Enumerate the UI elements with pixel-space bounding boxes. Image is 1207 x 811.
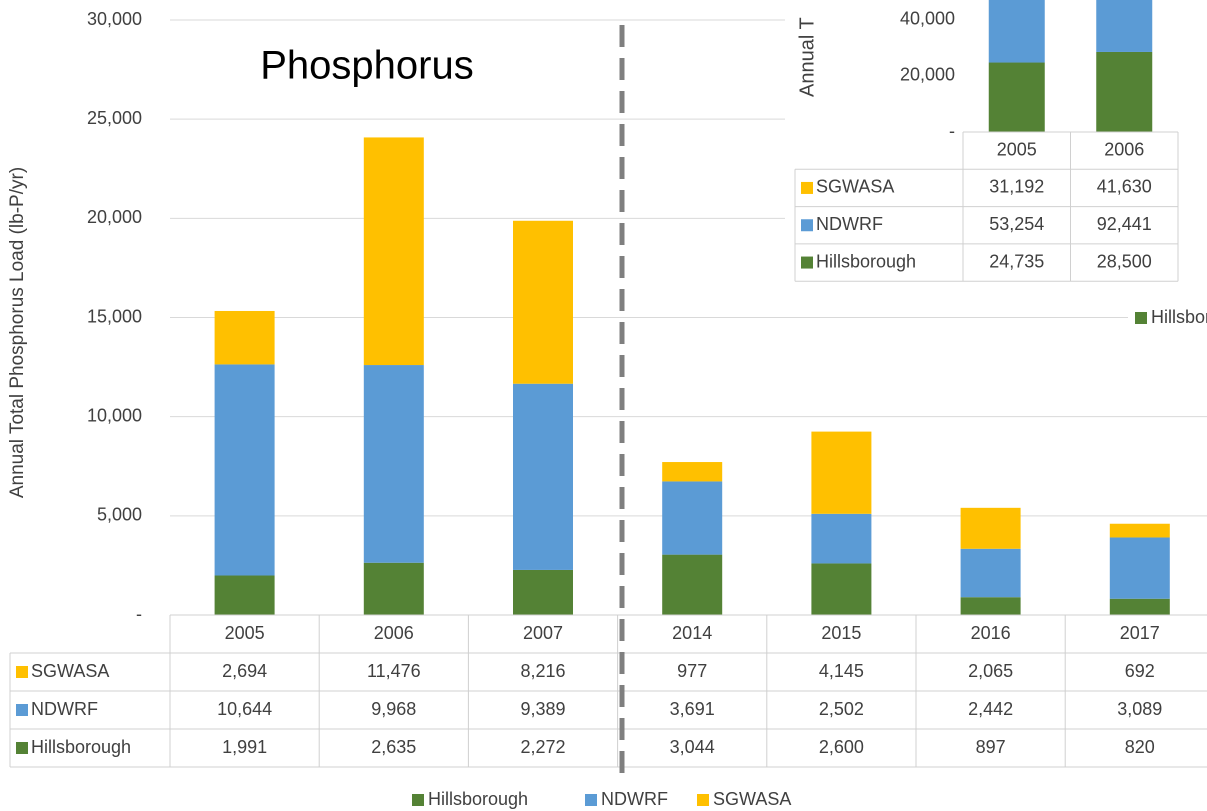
table-row-label: Hillsborough	[31, 737, 131, 757]
legend-key	[697, 794, 709, 806]
table-row-label: NDWRF	[31, 699, 98, 719]
table-value: 2,442	[968, 699, 1013, 719]
table-value: 1,991	[222, 737, 267, 757]
x-tick-label: 2007	[523, 623, 563, 643]
x-tick-label: 2005	[225, 623, 265, 643]
y-tick-label: 10,000	[87, 405, 142, 425]
table-row-label: Hillsborough	[816, 251, 916, 271]
y-tick-label: 40,000	[900, 8, 955, 28]
table-row-label: NDWRF	[816, 214, 883, 234]
bar-segment	[1109, 523, 1170, 538]
bar-segment	[960, 597, 1021, 615]
x-tick-label: 2005	[997, 139, 1037, 159]
x-tick-label: 2017	[1120, 623, 1160, 643]
bar-segment	[662, 481, 723, 555]
table-value: 24,735	[989, 251, 1044, 271]
table-key	[16, 704, 28, 716]
legend-key	[1135, 312, 1147, 324]
table-key	[16, 742, 28, 754]
legend-label: Hillsborough	[1151, 307, 1207, 327]
y-tick-label: 20,000	[87, 207, 142, 227]
table-value: 9,968	[371, 699, 416, 719]
legend-key	[585, 794, 597, 806]
bar-segment	[811, 431, 872, 514]
y-axis-label: Annual Total Phosphorus Load (lb-P/yr)	[7, 167, 28, 498]
table-value: 11,476	[367, 661, 421, 681]
table-value: 2,502	[819, 699, 864, 719]
table-value: 2,600	[819, 737, 864, 757]
bar-segment	[513, 220, 573, 384]
table-value: 3,089	[1117, 699, 1162, 719]
y-tick-label: 30,000	[87, 9, 142, 29]
bar-segment	[1096, 0, 1153, 52]
table-key	[801, 219, 813, 232]
chart-title: Phosphorus	[260, 44, 473, 88]
legend-key	[412, 794, 424, 806]
bar-segment	[214, 364, 275, 576]
inset-chart: - 20,000 40,000 2005 2006 SGWASA 31,192 41,630 N…	[794, 0, 1207, 327]
table-value: 92,441	[1097, 214, 1152, 234]
legend-label: NDWRF	[601, 789, 668, 809]
bar-segment	[363, 562, 424, 615]
bar-segment	[960, 507, 1021, 549]
table-value: 10,644	[217, 699, 272, 719]
table-value: 41,630	[1097, 177, 1152, 197]
table-value: 2,065	[968, 661, 1013, 681]
table-value: 3,691	[670, 699, 715, 719]
bar-segment	[1109, 598, 1170, 615]
table-value: 8,216	[520, 661, 565, 681]
table-key	[801, 181, 813, 194]
table-value: 2,694	[222, 661, 267, 681]
table-value: 9,389	[520, 699, 565, 719]
x-tick-label: 2006	[374, 623, 414, 643]
legend-label: Hillsborough	[428, 789, 528, 809]
legend-label: SGWASA	[713, 789, 791, 809]
y-tick-label: 5,000	[97, 505, 142, 525]
table-row-label: SGWASA	[816, 177, 894, 197]
table-value: 977	[677, 661, 707, 681]
bar-segment	[513, 569, 573, 615]
x-tick-label: 2014	[672, 623, 712, 643]
bar-segment	[214, 310, 275, 365]
table-value: 820	[1125, 737, 1155, 757]
y-tick-label: 20,000	[900, 65, 955, 85]
table-value: 692	[1125, 661, 1155, 681]
table-key	[801, 256, 813, 269]
bar-segment	[811, 563, 872, 615]
table-value: 28,500	[1097, 251, 1152, 271]
bar-segment	[960, 548, 1021, 598]
bar-segment	[662, 462, 723, 482]
x-tick-label: 2015	[821, 623, 861, 643]
bar-segment	[811, 513, 872, 564]
table-key	[16, 666, 28, 678]
table-value: 2,635	[371, 737, 416, 757]
table-row-label: SGWASA	[31, 661, 109, 681]
bar-segment	[988, 62, 1045, 132]
y-tick-label: -	[949, 121, 955, 141]
y-axis-label: Annual T	[796, 17, 818, 97]
table-value: 2,272	[520, 737, 565, 757]
x-tick-label: 2016	[971, 623, 1011, 643]
table-value: 3,044	[670, 737, 715, 757]
y-tick-label: 15,000	[87, 306, 142, 326]
bar-segment	[363, 365, 424, 563]
x-tick-label: 2006	[1104, 139, 1144, 159]
main-chart: - 5,000 10,000 15,000 20,000 25,000 30,000 2005…	[7, 9, 1207, 809]
bar-segment	[1096, 51, 1153, 133]
y-tick-label: 25,000	[87, 108, 142, 128]
bar-segment	[662, 554, 723, 615]
bar-segment	[363, 137, 424, 366]
table-value: 4,145	[819, 661, 864, 681]
bar-segment	[214, 575, 275, 615]
y-tick-label: -	[136, 604, 142, 624]
table-value: 53,254	[989, 214, 1044, 234]
table-value: 897	[976, 737, 1006, 757]
bar-segment	[513, 383, 573, 570]
table-value: 31,192	[989, 177, 1044, 197]
bar-segment	[988, 0, 1045, 63]
bar-segment	[1109, 537, 1170, 599]
